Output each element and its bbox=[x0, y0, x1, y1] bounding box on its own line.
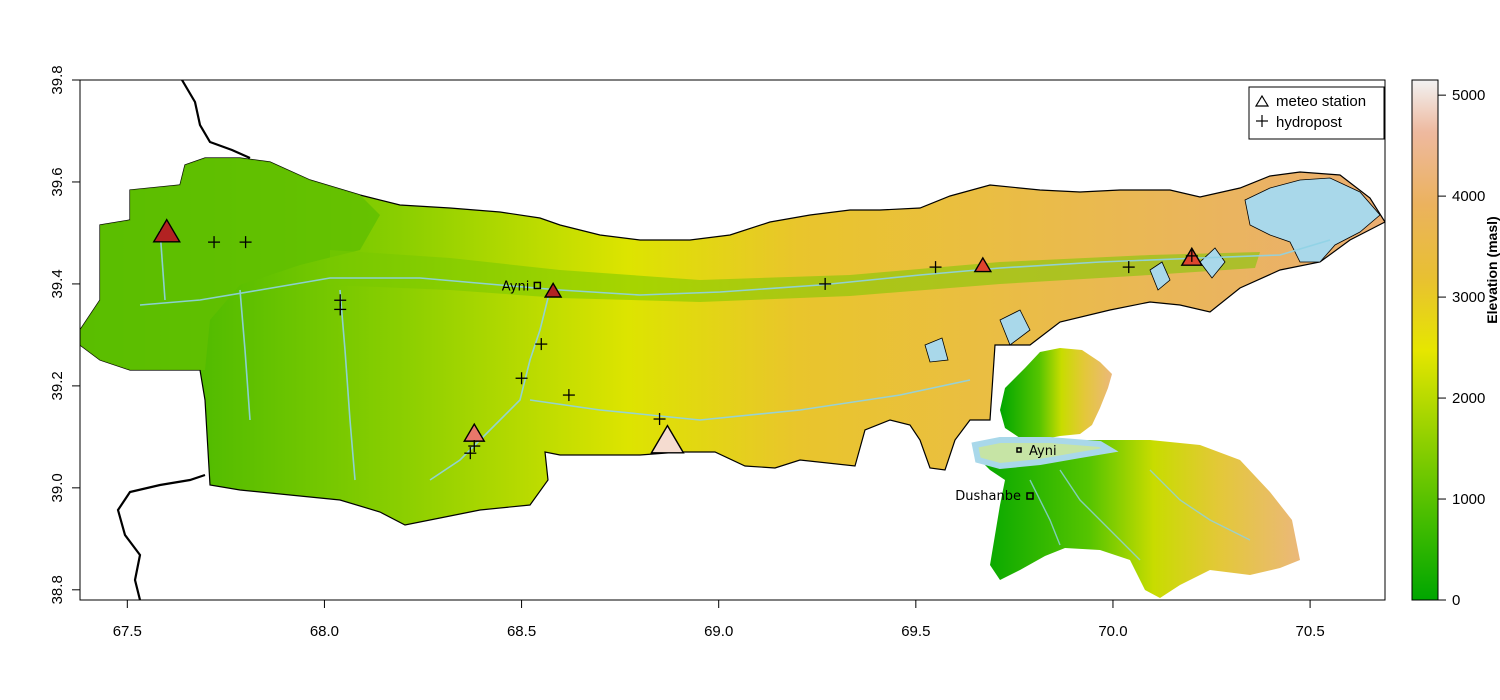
y-tick-label: 39.4 bbox=[49, 269, 66, 298]
colorbar-gradient bbox=[1411, 79, 1439, 601]
glaciers bbox=[924, 177, 1381, 363]
y-tick-label: 38.8 bbox=[49, 575, 66, 604]
colorbar-tick-label: 2000 bbox=[1452, 390, 1485, 407]
hydropost-marker bbox=[334, 303, 347, 316]
basin-lowland bbox=[80, 158, 380, 370]
x-axis: 67.5 68.0 68.5 69.0 69.5 70.0 70.5 bbox=[113, 600, 1325, 640]
x-tick-label: 69.0 bbox=[704, 623, 733, 640]
legend-plus-icon bbox=[1256, 115, 1268, 127]
inset-rivers bbox=[1029, 469, 1251, 561]
basin-elevation bbox=[80, 157, 1385, 526]
x-tick-label: 68.0 bbox=[310, 623, 339, 640]
colorbar: 0 1000 2000 3000 4000 5000 Elevation (masl) bbox=[1411, 79, 1500, 609]
meteo-station-marker bbox=[152, 218, 181, 243]
colorbar-tick-label: 0 bbox=[1452, 592, 1460, 609]
valley-lowland bbox=[330, 250, 1260, 302]
legend-label-hydropost: hydropost bbox=[1276, 114, 1343, 131]
colorbar-ticks: 0 1000 2000 3000 4000 5000 bbox=[1438, 87, 1485, 609]
inset-dushanbe-marker bbox=[1026, 492, 1034, 500]
hydropost-marker bbox=[1122, 261, 1135, 274]
y-tick-label: 39.6 bbox=[49, 167, 66, 196]
y-tick-label: 39.8 bbox=[49, 65, 66, 94]
hydropost-marker bbox=[653, 413, 666, 426]
y-tick-label: 39.2 bbox=[49, 371, 66, 400]
rivers bbox=[139, 229, 1331, 481]
hydropost-marker bbox=[1185, 249, 1198, 262]
legend-label-meteo: meteo station bbox=[1276, 93, 1366, 110]
x-tick-label: 70.5 bbox=[1295, 623, 1324, 640]
hydropost-marker bbox=[819, 277, 832, 290]
hydropost-marker bbox=[562, 389, 575, 402]
y-axis: 38.8 39.0 39.2 39.4 39.6 39.8 bbox=[49, 65, 80, 604]
hydropost-marker bbox=[515, 372, 528, 385]
meteo-station-marker bbox=[543, 282, 563, 298]
inset-north-region bbox=[1000, 348, 1112, 440]
x-tick-label: 67.5 bbox=[113, 623, 142, 640]
x-tick-label: 68.5 bbox=[507, 623, 536, 640]
meteo-station-marker bbox=[973, 256, 993, 273]
inset-dushanbe-label: Dushanbe bbox=[955, 489, 1021, 504]
meteo-station-marker bbox=[650, 424, 685, 454]
hydropost-marker bbox=[929, 261, 942, 274]
hydropost-marker bbox=[535, 338, 548, 351]
hydropost-marker bbox=[208, 236, 221, 249]
colorbar-tick-label: 5000 bbox=[1452, 87, 1485, 104]
legend: meteo station hydropost bbox=[1248, 86, 1385, 140]
place-markers: Ayni bbox=[502, 279, 542, 294]
hydropost-marker bbox=[468, 440, 481, 453]
map-area: Ayni Dushanbe Ayni bbox=[80, 80, 1385, 600]
colorbar-tick-label: 1000 bbox=[1452, 491, 1485, 508]
inset-ayni-marker bbox=[1016, 447, 1022, 453]
station-markers bbox=[152, 218, 1204, 460]
plot-frame bbox=[79, 79, 1386, 601]
y-tick-label: 39.0 bbox=[49, 473, 66, 502]
inset-south-region bbox=[975, 440, 1300, 598]
legend-triangle-icon bbox=[1254, 94, 1270, 107]
place-label: Ayni bbox=[502, 279, 530, 294]
colorbar-tick-label: 4000 bbox=[1452, 188, 1485, 205]
colorbar-tick-label: 3000 bbox=[1452, 289, 1485, 306]
x-tick-label: 70.0 bbox=[1098, 623, 1127, 640]
inset-basin-outline bbox=[971, 437, 1119, 470]
x-tick-label: 69.5 bbox=[901, 623, 930, 640]
border-lines bbox=[116, 80, 251, 600]
inset-country-map: Ayni Dushanbe bbox=[955, 348, 1300, 598]
inset-ayni-label: Ayni bbox=[1029, 444, 1057, 459]
legend-box bbox=[1248, 86, 1385, 140]
colorbar-title: Elevation (masl) bbox=[1484, 216, 1500, 323]
place-marker bbox=[533, 281, 542, 290]
hydropost-marker bbox=[464, 447, 477, 460]
hydropost-marker bbox=[239, 236, 252, 249]
